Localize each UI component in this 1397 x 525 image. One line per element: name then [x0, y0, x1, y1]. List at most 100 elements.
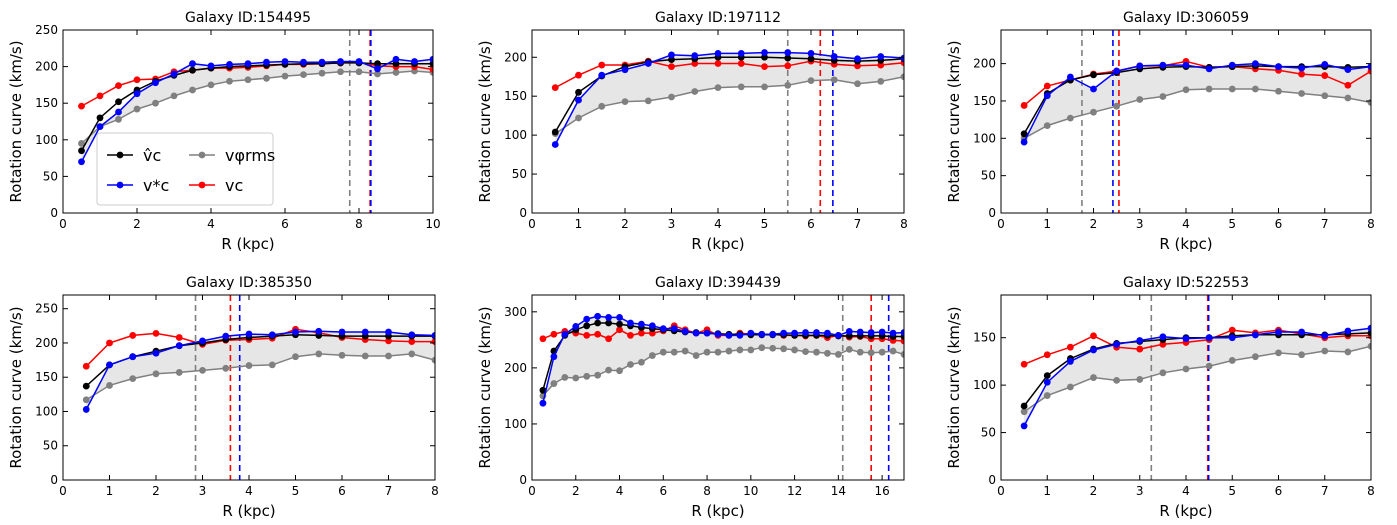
data-point: [813, 329, 820, 336]
data-point: [318, 69, 326, 77]
data-point: [668, 93, 675, 101]
x-tick-label: 6: [659, 484, 667, 498]
data-point: [616, 320, 623, 328]
data-point: [411, 58, 418, 65]
data-point: [1344, 327, 1352, 335]
data-point: [539, 335, 547, 343]
data-point: [703, 348, 711, 356]
data-point: [133, 90, 141, 98]
data-point: [1275, 349, 1282, 357]
data-point: [129, 375, 137, 382]
x-tick-label: 2: [133, 217, 141, 231]
data-point: [408, 350, 416, 358]
data-point: [315, 350, 323, 358]
series-line: [85, 330, 435, 410]
data-point: [1090, 71, 1097, 79]
legend-swatch-marker: [198, 151, 206, 159]
x-tick-label: 8: [1367, 217, 1375, 231]
x-tick-label: 7: [1321, 217, 1329, 231]
data-point: [877, 53, 885, 60]
x-axis-label: R (kpc): [691, 235, 744, 253]
data-point: [900, 54, 904, 62]
data-point: [1136, 62, 1144, 70]
data-point: [222, 364, 230, 372]
data-point: [1344, 66, 1352, 73]
chart-title: Galaxy ID:154495: [185, 10, 311, 26]
x-tick-label: 6: [338, 484, 346, 498]
x-tick-label: 7: [854, 217, 862, 231]
data-point: [714, 49, 722, 57]
data-point: [199, 366, 206, 374]
data-point: [1251, 353, 1259, 361]
data-point: [644, 60, 652, 67]
y-tick-label: 50: [43, 169, 58, 183]
data-point: [385, 337, 392, 345]
plot-area: [1020, 295, 1371, 480]
data-point: [226, 77, 233, 85]
y-axis-label: Rotation curve (km/s): [476, 306, 494, 468]
data-point: [877, 77, 885, 85]
data-point: [268, 331, 276, 339]
data-point: [1113, 376, 1121, 384]
data-point: [736, 331, 744, 339]
data-point: [170, 92, 178, 100]
data-point: [226, 61, 233, 68]
x-tick-label: 8: [1367, 484, 1375, 498]
data-point: [703, 329, 711, 337]
data-point: [1228, 85, 1236, 93]
data-point: [616, 326, 623, 334]
data-point: [1367, 342, 1371, 350]
data-point: [758, 344, 766, 352]
data-point: [854, 80, 861, 88]
x-tick-label: 10: [743, 484, 758, 498]
data-point: [1205, 65, 1213, 73]
data-point: [551, 141, 559, 148]
data-point: [1113, 340, 1121, 348]
data-point: [784, 54, 792, 62]
data-point: [1136, 96, 1144, 103]
x-tick-label: 5: [761, 217, 769, 231]
legend-label: vc: [225, 176, 243, 195]
data-point: [594, 312, 602, 320]
data-point: [315, 327, 323, 335]
data-point: [1321, 92, 1329, 100]
data-point: [170, 70, 178, 78]
data-point: [605, 319, 612, 327]
x-tick-label: 5: [292, 484, 300, 498]
data-point: [337, 68, 344, 76]
data-point: [1367, 324, 1371, 332]
y-axis-label: Rotation curve (km/s): [945, 306, 963, 468]
data-point: [129, 353, 137, 361]
series-vc-star: [539, 312, 904, 407]
data-point: [621, 98, 629, 106]
data-point: [1066, 114, 1074, 122]
data-point: [1228, 326, 1236, 334]
data-point: [761, 63, 768, 70]
data-point: [1228, 61, 1236, 69]
data-point: [392, 55, 400, 63]
data-point: [1090, 108, 1097, 116]
legend-entry-vc-star: v*c: [107, 176, 169, 195]
data-point: [575, 96, 582, 104]
data-point: [769, 330, 777, 338]
data-point: [115, 82, 122, 90]
data-point: [1113, 67, 1121, 75]
y-tick-label: 200: [504, 50, 527, 64]
data-point: [714, 84, 722, 92]
data-point: [1020, 402, 1028, 410]
data-point: [1043, 378, 1051, 386]
plot-area: [539, 295, 904, 480]
data-point: [824, 349, 831, 357]
data-point: [621, 66, 629, 74]
data-point: [583, 372, 591, 380]
x-tick-label: 3: [1136, 217, 1144, 231]
data-point: [583, 322, 591, 330]
data-point: [594, 371, 602, 379]
data-point: [175, 342, 183, 350]
data-point: [561, 330, 569, 338]
data-point: [784, 49, 792, 56]
data-point: [681, 347, 689, 355]
x-tick-label: 14: [831, 484, 846, 498]
data-point: [355, 58, 363, 65]
